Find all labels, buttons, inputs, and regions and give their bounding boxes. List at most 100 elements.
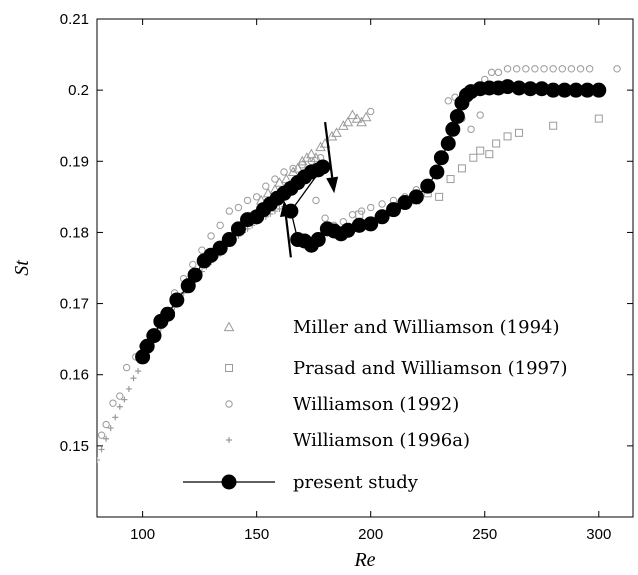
y-tick-label: 0.17 <box>60 296 89 313</box>
data-point <box>310 152 322 162</box>
data-point <box>276 205 283 212</box>
legend-label: Miller and Williamson (1994) <box>293 317 560 338</box>
data-point <box>357 207 366 215</box>
legend-label: Williamson (1992) <box>293 394 459 415</box>
y-tick-label: 0.19 <box>60 153 89 170</box>
data-point <box>109 399 117 407</box>
data-point <box>98 446 105 453</box>
data-point <box>503 65 512 73</box>
data-point <box>189 260 197 269</box>
data-point <box>440 136 456 151</box>
data-point <box>160 306 176 322</box>
y-tick-label: 0.15 <box>60 438 89 455</box>
y-axis-ticks: 0.15 0.16 0.17 0.18 0.19 0.2 0.21 <box>60 11 633 455</box>
y-tick-label: 0.21 <box>60 11 89 28</box>
x-tick-label: 150 <box>244 526 269 543</box>
legend-marker <box>225 400 233 408</box>
data-point <box>97 431 106 439</box>
data-point <box>125 385 132 392</box>
data-point <box>449 108 465 124</box>
data-point <box>487 68 496 77</box>
arrow-up-icon <box>279 200 292 258</box>
data-point <box>102 420 110 429</box>
data-point <box>146 328 162 344</box>
data-point <box>429 164 445 180</box>
data-point <box>130 375 137 382</box>
data-point <box>408 189 424 205</box>
data-point <box>216 221 224 230</box>
data-point <box>122 363 131 372</box>
series-layer <box>97 65 621 464</box>
data-point <box>476 111 484 119</box>
data-point <box>298 161 306 169</box>
data-point <box>567 65 576 73</box>
data-point <box>367 203 375 212</box>
x-tick-label: 200 <box>358 526 383 543</box>
y-tick-label: 0.16 <box>60 367 89 384</box>
data-point <box>315 159 331 175</box>
data-point <box>457 164 466 173</box>
data-point <box>351 113 363 123</box>
legend-item: present study <box>183 472 419 493</box>
data-point <box>116 392 124 400</box>
data-point <box>243 196 252 205</box>
data-point <box>386 202 402 218</box>
data-point <box>445 121 461 137</box>
x-tick-label: 300 <box>586 526 611 543</box>
data-point <box>374 209 390 225</box>
data-point <box>169 292 185 308</box>
data-point <box>225 207 233 215</box>
y-tick-label: 0.18 <box>60 224 89 241</box>
data-point <box>121 396 128 403</box>
data-point <box>549 121 558 130</box>
data-point <box>378 200 386 208</box>
data-point <box>549 65 557 73</box>
legend-item: Williamson (1992) <box>225 394 459 415</box>
data-point <box>613 65 621 73</box>
data-point <box>446 175 455 184</box>
data-point <box>116 403 123 410</box>
data-point <box>594 114 603 123</box>
data-point <box>512 65 521 73</box>
data-point <box>103 435 110 442</box>
data-point <box>503 132 512 141</box>
data-point <box>540 65 548 73</box>
legend: Miller and Williamson (1994) Prasad and W… <box>183 317 567 493</box>
data-point <box>420 178 436 194</box>
data-point <box>331 127 342 137</box>
legend-label: Williamson (1996a) <box>293 430 470 451</box>
legend-marker <box>225 364 233 372</box>
legend-label: present study <box>293 472 419 493</box>
series-triangle <box>255 109 372 205</box>
data-point <box>356 116 367 127</box>
data-point <box>435 192 444 201</box>
data-point <box>280 168 288 176</box>
data-point <box>433 150 449 166</box>
x-tick-label: 250 <box>472 526 497 543</box>
data-point <box>180 278 196 294</box>
data-point <box>494 68 503 77</box>
data-point <box>558 65 566 73</box>
data-point <box>492 139 501 148</box>
data-point <box>576 65 585 73</box>
data-point <box>289 164 297 173</box>
data-point <box>230 221 246 237</box>
data-point <box>342 116 354 127</box>
data-point <box>531 65 539 73</box>
legend-item: Williamson (1996a) <box>226 430 470 451</box>
plot-frame <box>96 18 634 518</box>
data-point <box>292 162 304 173</box>
data-point <box>485 150 494 159</box>
data-point <box>367 107 375 116</box>
data-point <box>97 457 100 464</box>
data-point <box>591 82 607 98</box>
x-tick-label: 100 <box>130 526 155 543</box>
data-point <box>112 414 119 421</box>
legend-item: Prasad and Williamson (1997) <box>225 358 567 379</box>
data-point <box>321 214 329 222</box>
y-tick-label: 0.2 <box>68 82 89 99</box>
arrow-down-icon <box>323 122 339 194</box>
data-point <box>360 111 372 122</box>
legend-marker <box>221 474 237 490</box>
data-point <box>262 182 270 190</box>
